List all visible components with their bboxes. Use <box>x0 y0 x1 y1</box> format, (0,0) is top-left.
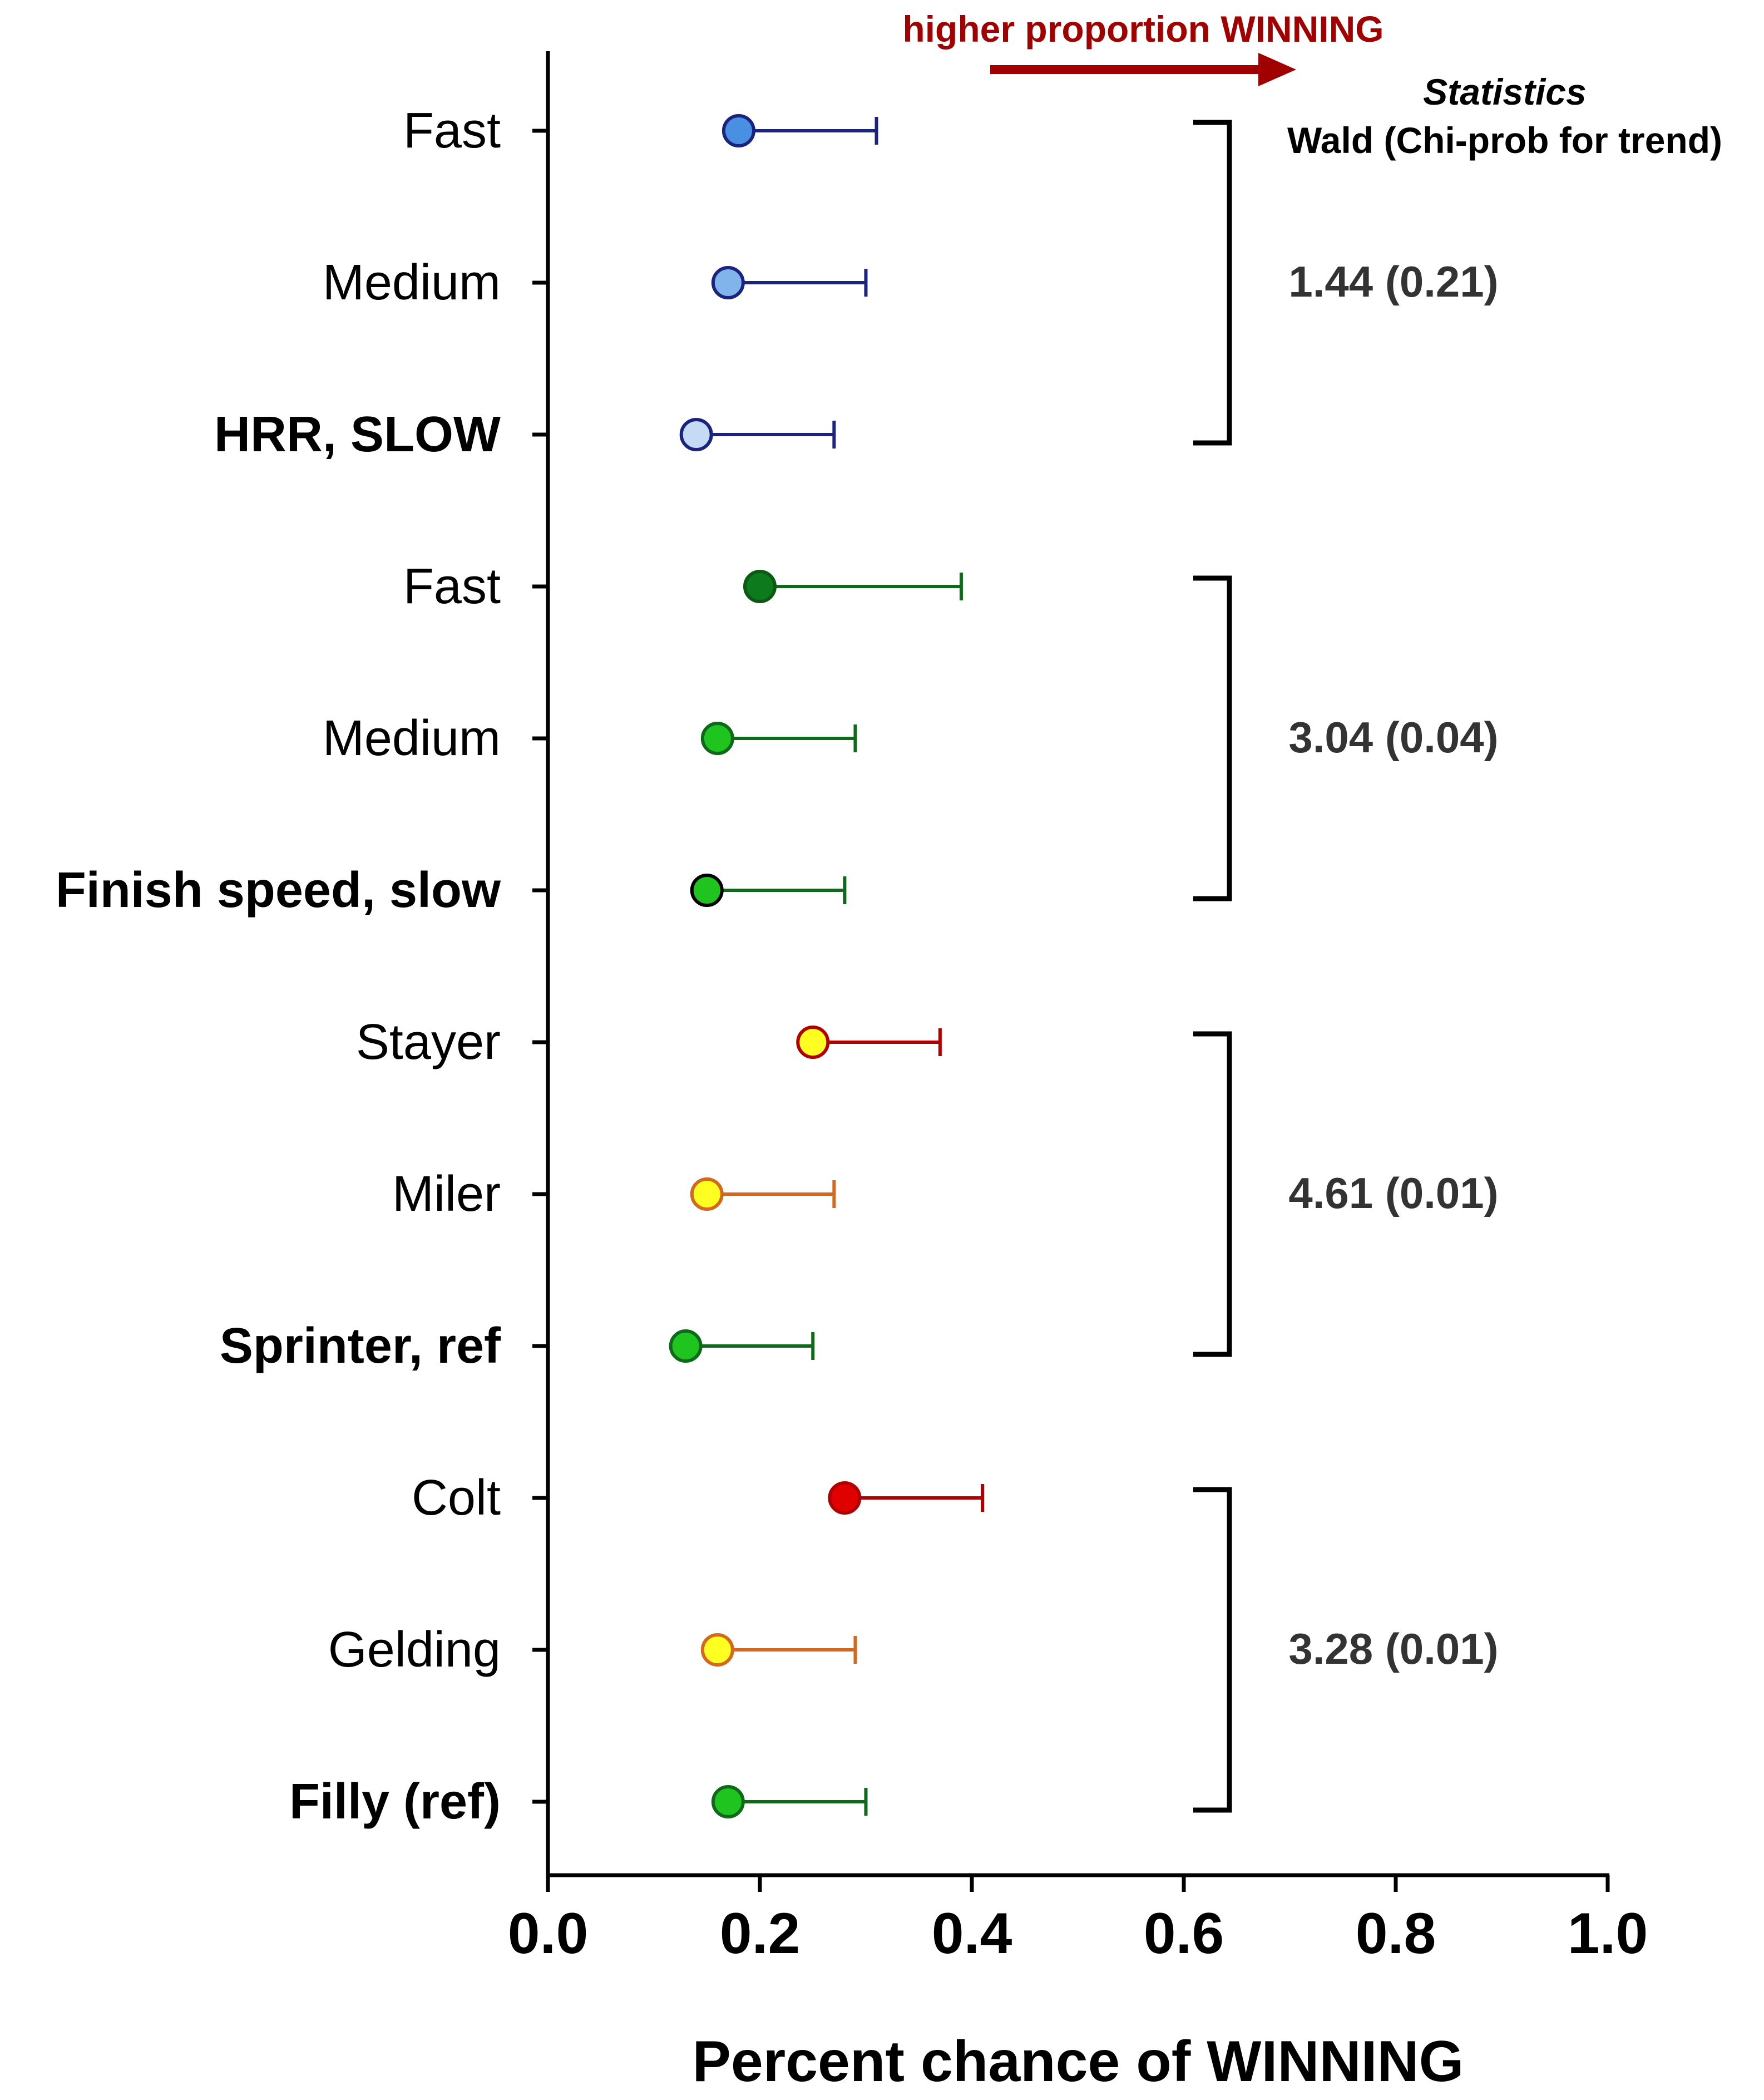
estimate-point <box>700 722 734 755</box>
forest-row: Miler <box>392 1166 836 1222</box>
x-tick-label: 1.0 <box>1568 1901 1648 1966</box>
estimate-point <box>700 1633 734 1667</box>
forest-row: Fast <box>403 559 963 614</box>
estimate-point <box>690 1177 724 1211</box>
row-label: Fast <box>403 103 501 159</box>
bracket-line <box>1193 120 1232 446</box>
x-tick-label: 0.6 <box>1144 1901 1224 1966</box>
group-bracket: 4.61 (0.01) <box>1193 1031 1499 1357</box>
stats-header-title: Statistics <box>1423 71 1586 112</box>
forest-row: Stayer <box>356 1014 942 1070</box>
stats-header: Statistics Wald (Chi-prob for trend) <box>1287 71 1722 161</box>
direction-arrow-head <box>1258 53 1296 86</box>
forest-row: Medium <box>323 255 868 310</box>
estimate-point <box>722 114 755 147</box>
estimate-point <box>669 1329 703 1363</box>
forest-row: Gelding <box>328 1622 857 1678</box>
group-bracket: 1.44 (0.21) <box>1193 120 1499 446</box>
row-label: Miler <box>392 1166 501 1222</box>
rows-layer: Fast Medium HRR, SLOW Fast Medium Finish spee… <box>56 103 985 1830</box>
row-label: HRR, SLOW <box>214 407 501 462</box>
row-label: Medium <box>323 255 501 310</box>
group-bracket: 3.04 (0.04) <box>1193 575 1499 901</box>
forest-row: Sprinter, ref <box>220 1318 815 1374</box>
row-label: Colt <box>412 1470 501 1526</box>
estimate-point <box>679 418 713 451</box>
row-label: Fast <box>403 559 501 614</box>
wald-statistic: 3.28 (0.01) <box>1288 1624 1498 1673</box>
estimate-point <box>711 1785 745 1818</box>
axes: 0.0 0.2 0.4 0.6 0.8 1.0 <box>508 51 1648 1966</box>
bracket-line <box>1193 575 1232 901</box>
estimate-point <box>711 266 745 299</box>
x-tick-label: 0.0 <box>508 1901 589 1966</box>
forest-row: Filly (ref) <box>289 1774 868 1830</box>
direction-annotation-text: higher proportion WINNING <box>902 8 1383 50</box>
estimate-point <box>828 1481 862 1515</box>
x-tick-label: 0.8 <box>1356 1901 1436 1966</box>
group-bracket: 3.28 (0.01) <box>1193 1487 1499 1813</box>
estimate-point <box>796 1026 830 1059</box>
bracket-line <box>1193 1031 1232 1357</box>
row-label: Medium <box>323 711 501 766</box>
x-tick-label: 0.2 <box>720 1901 801 1966</box>
wald-statistic: 1.44 (0.21) <box>1288 257 1498 306</box>
groups-layer: 1.44 (0.21) 3.04 (0.04) 4.61 (0.01) 3.28 (0… <box>1193 120 1499 1813</box>
wald-statistic: 3.04 (0.04) <box>1288 713 1498 762</box>
forest-row: Fast <box>403 103 878 159</box>
row-label: Gelding <box>328 1622 501 1678</box>
x-tick-label: 0.4 <box>932 1901 1012 1966</box>
row-label: Finish speed, slow <box>56 862 501 918</box>
wald-statistic: 4.61 (0.01) <box>1288 1169 1498 1217</box>
forest-row: Finish speed, slow <box>56 862 847 918</box>
estimate-point <box>743 570 777 603</box>
forest-row: Medium <box>323 711 857 766</box>
row-label: Stayer <box>356 1014 501 1070</box>
row-label: Filly (ref) <box>289 1774 501 1830</box>
stats-header-subtitle: Wald (Chi-prob for trend) <box>1287 120 1722 161</box>
estimate-point <box>690 874 724 907</box>
row-label: Sprinter, ref <box>220 1318 501 1374</box>
direction-annotation: higher proportion WINNING <box>902 8 1384 86</box>
forest-row: Colt <box>412 1470 985 1526</box>
forest-row: HRR, SLOW <box>214 407 836 462</box>
bracket-line <box>1193 1487 1232 1813</box>
x-axis-title: Percent chance of WINNING <box>693 2029 1464 2094</box>
